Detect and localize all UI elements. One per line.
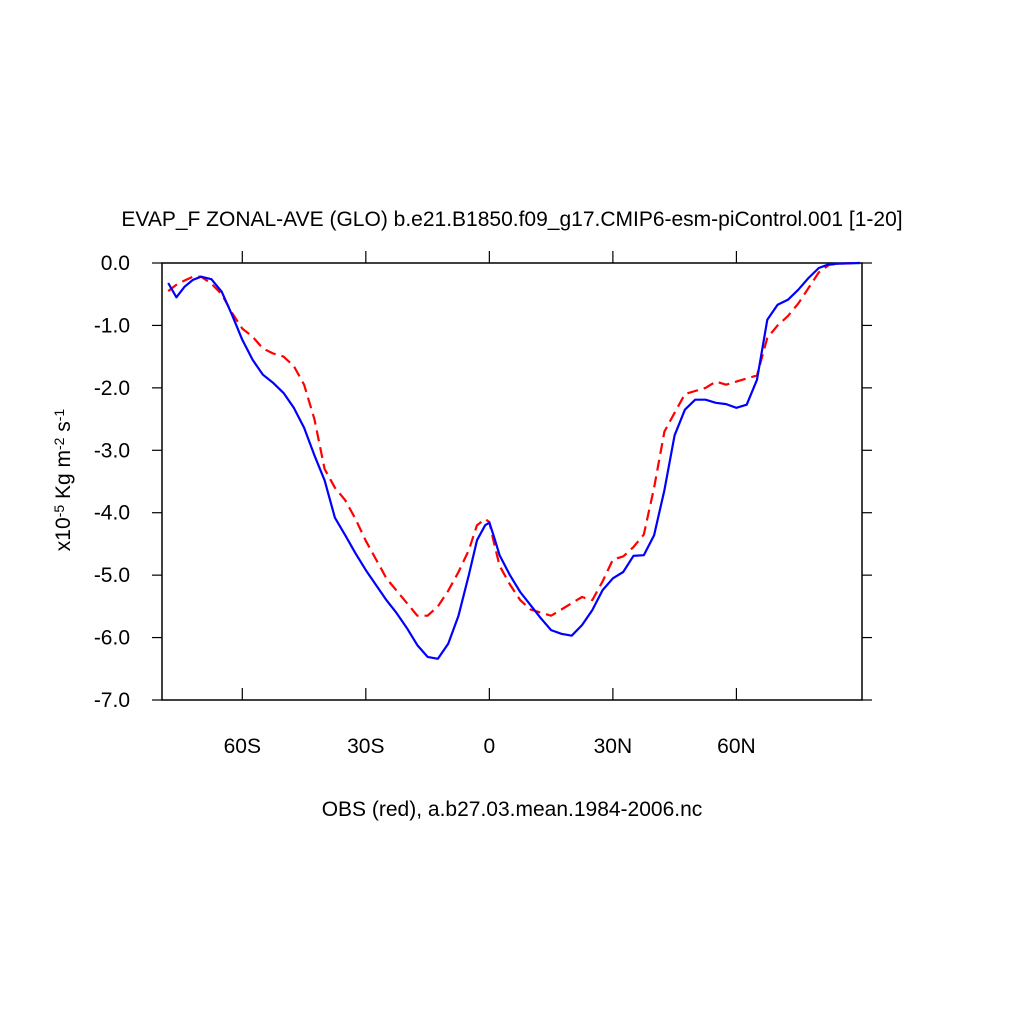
y-label-part: s xyxy=(52,421,75,437)
y-tick-label: -7.0 xyxy=(94,689,130,712)
x-tick-label: 0 xyxy=(484,735,496,758)
x-tick-label: 30S xyxy=(347,735,384,758)
y-label-superscript: -5 xyxy=(51,505,67,518)
y-tick-label: 0.0 xyxy=(101,252,130,275)
y-tick-label: -5.0 xyxy=(94,564,130,587)
y-label-superscript: -2 xyxy=(51,437,67,450)
x-axis-label: OBS (red), a.b27.03.mean.1984-2006.nc xyxy=(322,798,703,821)
plot-frame xyxy=(161,262,863,701)
y-tick-label: -2.0 xyxy=(94,377,130,400)
y-label-superscript: -1 xyxy=(51,409,67,422)
y-label-part: Kg m xyxy=(52,450,75,505)
y-axis-label: x10-5 Kg m-2 s-1 xyxy=(51,409,75,552)
series-line xyxy=(167,261,860,617)
chart-title: EVAP_F ZONAL-AVE (GLO) b.e21.B1850.f09_g… xyxy=(121,208,902,231)
series-line xyxy=(167,261,860,660)
y-tick-label: -1.0 xyxy=(94,314,130,337)
y-label-part: x10 xyxy=(52,517,75,551)
x-tick-label: 60N xyxy=(717,735,756,758)
y-tick-label: -3.0 xyxy=(94,439,130,462)
y-tick-label: -4.0 xyxy=(94,502,130,525)
x-tick-label: 30N xyxy=(594,735,633,758)
x-tick-label: 60S xyxy=(224,735,261,758)
y-tick-label: -6.0 xyxy=(94,627,130,650)
